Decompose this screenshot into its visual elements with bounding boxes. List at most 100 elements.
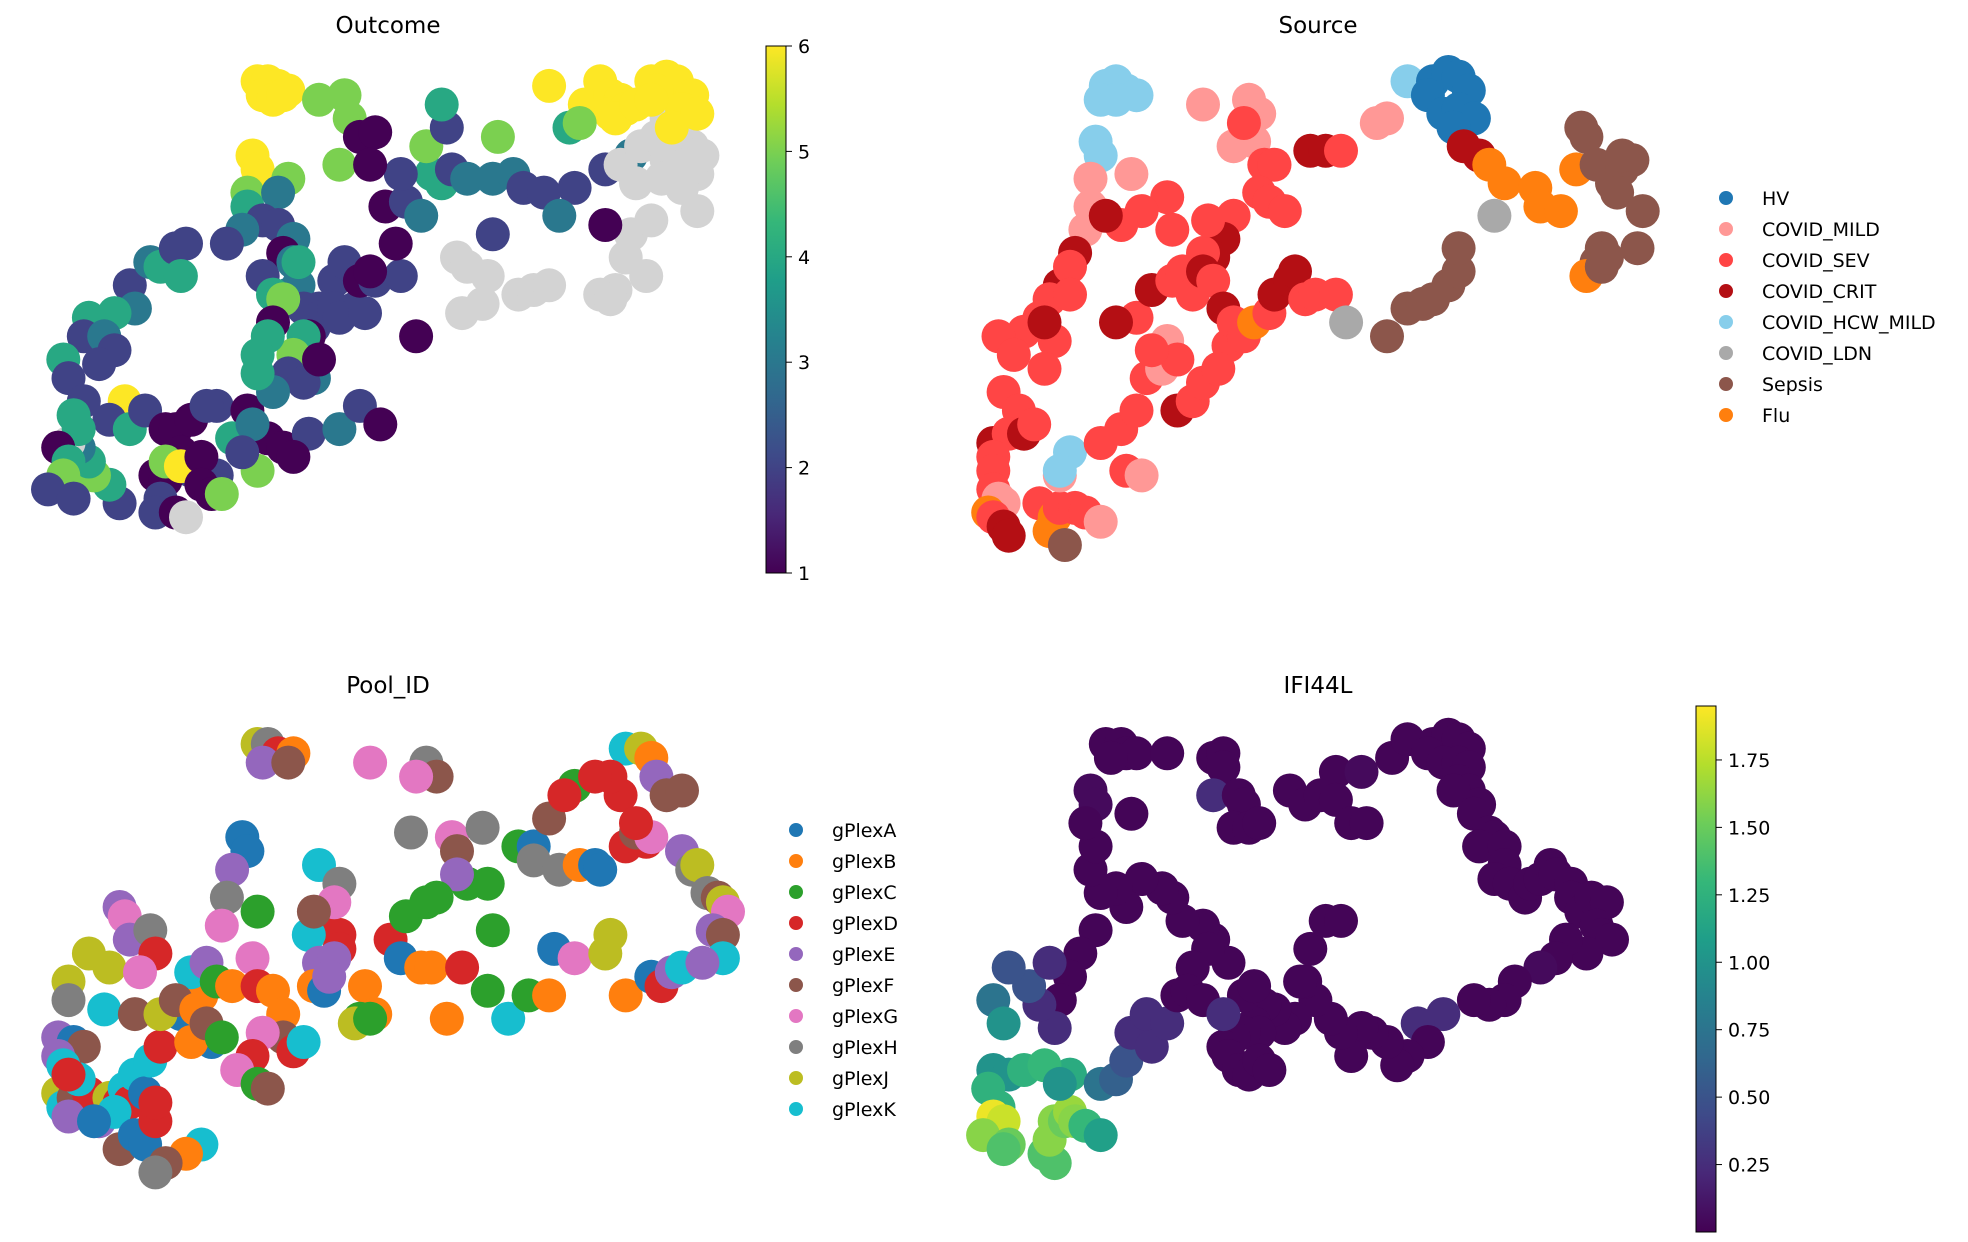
scatter-point xyxy=(1191,203,1226,238)
scatter-point xyxy=(562,106,597,140)
colorbar-tick-label: 6 xyxy=(798,36,810,58)
legend-label: gPlexJ xyxy=(832,1068,889,1090)
scatter-point xyxy=(1620,231,1655,266)
legend-label: COVID_CRIT xyxy=(1762,281,1877,303)
colorbar-tick-label: 0.25 xyxy=(1728,1155,1770,1177)
scatter-point xyxy=(1625,194,1660,229)
panel-ifi44l: IFI44L 0.25 0.50 0.75 1.00 1.25 1.50 1.75 xyxy=(966,673,1770,1233)
scatter-point xyxy=(322,412,357,447)
scatter-point xyxy=(1083,504,1118,539)
scatter-point xyxy=(1267,194,1302,229)
scatter-point xyxy=(189,388,224,423)
scatter-point xyxy=(266,78,301,113)
scatter-point xyxy=(225,435,260,470)
legend-label: gPlexB xyxy=(832,851,896,873)
scatter-point xyxy=(348,296,382,331)
scatter-point xyxy=(532,268,567,303)
scatter-point xyxy=(1119,736,1154,771)
scatter-point xyxy=(1186,87,1220,122)
scatter-point xyxy=(138,1085,173,1120)
scatter-point xyxy=(1032,945,1067,980)
legend-label: gPlexD xyxy=(832,913,898,935)
scatter-point xyxy=(184,439,219,474)
scatter-point xyxy=(1344,754,1379,789)
scatter-point xyxy=(578,759,613,794)
scatter-point xyxy=(705,917,740,952)
scatter-point xyxy=(1099,82,1133,117)
scatter-point xyxy=(1088,198,1123,233)
scatter-point xyxy=(51,983,86,1018)
legend-label: gPlexA xyxy=(832,820,896,842)
scatter-point xyxy=(399,759,434,794)
scatter-point xyxy=(1124,862,1159,896)
scatter-point xyxy=(1093,740,1128,775)
scatter-point xyxy=(240,356,275,391)
panel-title-source: Source xyxy=(1279,13,1358,39)
legend-label: gPlexH xyxy=(832,1037,898,1059)
scatter-point xyxy=(1226,106,1261,140)
scatter-point xyxy=(312,959,347,994)
legend-marker xyxy=(789,885,803,899)
scatter-point xyxy=(644,161,679,196)
scatter-point xyxy=(240,894,275,929)
scatter-point xyxy=(271,745,306,780)
legend-marker xyxy=(789,978,803,992)
colorbar-tick-label: 0.50 xyxy=(1728,1087,1770,1109)
scatter-point xyxy=(286,1025,321,1059)
scatter-point xyxy=(1201,351,1236,386)
scatter-point xyxy=(1150,736,1185,771)
legend-marker xyxy=(789,854,803,868)
scatter-point xyxy=(1150,1006,1185,1041)
legend-marker xyxy=(789,916,803,930)
scatter-point xyxy=(394,815,428,850)
scatter-point xyxy=(1196,778,1231,813)
scatter-point xyxy=(1196,263,1231,298)
colorbar-tick-label: 2 xyxy=(798,458,810,480)
legend-marker xyxy=(789,1102,803,1116)
scatter-point xyxy=(1099,305,1133,340)
legend-pool-id: gPlexA gPlexB gPlexC gPlexD gPlexE gPlexF gPle… xyxy=(789,820,898,1121)
scatter-point xyxy=(680,96,715,131)
scatter-point xyxy=(204,1020,239,1055)
scatter-point xyxy=(348,969,382,1004)
scatter-point xyxy=(1124,458,1159,493)
scatter-point xyxy=(138,1155,173,1190)
scatter-point xyxy=(440,834,474,869)
scatter-point xyxy=(470,866,505,901)
scatter-point xyxy=(250,1071,285,1106)
legend-marker xyxy=(1719,191,1733,205)
scatter-point xyxy=(619,806,653,841)
scatter-point xyxy=(986,1006,1021,1041)
panel-title-pool-id: Pool_ID xyxy=(346,673,430,699)
scatter-point xyxy=(593,282,628,317)
scatter-point xyxy=(470,973,505,1008)
scatter-point xyxy=(302,82,336,117)
scatter-point xyxy=(1426,997,1461,1032)
scatter-point xyxy=(991,950,1026,985)
scatter-point xyxy=(1027,305,1062,340)
scatter-point xyxy=(51,1057,86,1092)
scatter-point xyxy=(399,319,434,354)
legend-label: COVID_LDN xyxy=(1762,343,1872,365)
scatter-point xyxy=(588,208,623,242)
scatter-point xyxy=(215,969,250,1004)
scatter-point xyxy=(480,119,515,154)
scatter-point xyxy=(440,857,474,892)
scatter-point xyxy=(532,978,567,1013)
colorbar-tick-label: 1 xyxy=(798,563,810,585)
scatter-point xyxy=(450,161,485,196)
scatter-point xyxy=(634,82,669,117)
scatter-point xyxy=(363,407,398,442)
legend-marker xyxy=(789,823,803,837)
scatter-point xyxy=(1242,806,1277,841)
scatter-point xyxy=(31,472,65,507)
plot-area-outcome xyxy=(31,59,720,535)
scatter-point xyxy=(1349,806,1384,841)
legend-label: Sepsis xyxy=(1762,374,1823,396)
legend-label: COVID_HCW_MILD xyxy=(1762,312,1936,334)
scatter-point xyxy=(383,259,418,293)
scatter-point xyxy=(475,913,510,948)
scatter-point xyxy=(475,217,510,252)
scatter-point xyxy=(685,945,720,980)
scatter-point xyxy=(51,1099,86,1134)
